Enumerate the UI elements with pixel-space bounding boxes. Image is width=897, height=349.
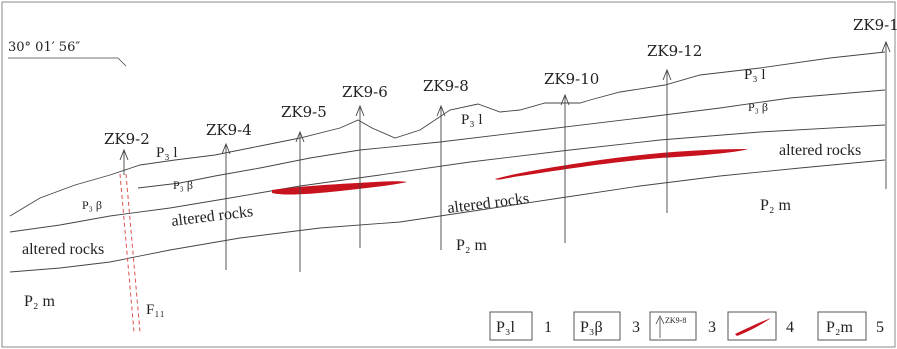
- label-p3b-west: P₃ β: [173, 178, 193, 192]
- borehole-label-zk9-4: ZK9-4: [206, 121, 252, 139]
- label-altered-east: altered rocks: [779, 142, 861, 159]
- borehole-tip-zk9-10: [560, 93, 570, 106]
- legend-symbol-1: P₃l: [496, 319, 515, 336]
- basalt-lower-contact: [9, 124, 886, 233]
- legend-symbol-5: P₂m: [826, 319, 853, 336]
- fault-label: F₁₁: [146, 302, 165, 318]
- legend-number-2: 3: [632, 319, 640, 336]
- borehole-tip-zk9-2: [119, 148, 129, 161]
- legend-borehole-tip: [655, 315, 665, 325]
- legend-symbol-3: ZK9-8: [665, 316, 686, 325]
- borehole-tip-zk9-5: [295, 130, 305, 143]
- label-p3b-east: P₃ β: [748, 100, 768, 114]
- label-p3l-middle: P₃ l: [461, 112, 483, 128]
- borehole-label-zk9-5: ZK9-5: [281, 103, 327, 121]
- legend-number-4: 4: [786, 319, 794, 336]
- legend-number-3: 3: [708, 319, 716, 336]
- ore-body-west: [272, 181, 407, 195]
- latitude-label: 30° 01′ 56″: [8, 40, 80, 55]
- borehole-label-zk9-6: ZK9-6: [342, 83, 388, 101]
- label-p3l-west: P₃ l: [156, 145, 178, 161]
- borehole-tip-zk9-12: [662, 68, 672, 81]
- topographic-surface: [9, 51, 886, 217]
- fault-line-2: [125, 173, 141, 333]
- legend-box-4: [727, 311, 777, 341]
- borehole-tip-zk9-16: [881, 40, 891, 53]
- legend: P₃l 1 P₃β 3 ZK9-8 3 4 P₂m 5: [489, 311, 884, 341]
- label-p2m-west: P₂ m: [24, 293, 55, 310]
- latitude-tick: [117, 57, 127, 67]
- borehole-tip-zk9-6: [355, 104, 365, 117]
- borehole-label-zk9-16: ZK9-16: [853, 16, 897, 34]
- borehole-label-zk9-8: ZK9-8: [423, 77, 469, 95]
- p3l-lower-contact: [137, 89, 886, 189]
- legend-box-5: [817, 311, 867, 341]
- label-p3l-east: P₃ l: [744, 67, 766, 83]
- label-p3b-far-west: P₃ β: [82, 198, 102, 212]
- ore-body-east: [495, 149, 748, 180]
- label-p2m-east: P₂ m: [760, 197, 791, 214]
- borehole-tip-zk9-8: [436, 104, 446, 117]
- legend-box-3: [649, 311, 697, 341]
- label-altered-west: altered rocks: [22, 241, 104, 258]
- legend-box-1: [489, 311, 533, 341]
- fault-line-1: [119, 173, 135, 333]
- legend-number-5: 5: [876, 319, 884, 336]
- label-p2m-middle: P₂ m: [456, 237, 487, 254]
- label-altered-mid-west: altered rocks: [170, 203, 254, 230]
- borehole-tip-zk9-4: [221, 142, 231, 155]
- borehole-label-zk9-12: ZK9-12: [647, 42, 702, 60]
- legend-symbol-2: P₃β: [580, 319, 603, 336]
- legend-number-1: 1: [544, 319, 552, 336]
- label-altered-mid-east: altered rocks: [446, 190, 530, 217]
- altered-lower-contact: [9, 159, 886, 273]
- borehole-label-zk9-2: ZK9-2: [104, 130, 150, 148]
- legend-ore-icon: [735, 318, 771, 336]
- borehole-label-zk9-10: ZK9-10: [544, 70, 599, 88]
- legend-box-2: [573, 311, 621, 341]
- borehole-lines: [119, 40, 891, 272]
